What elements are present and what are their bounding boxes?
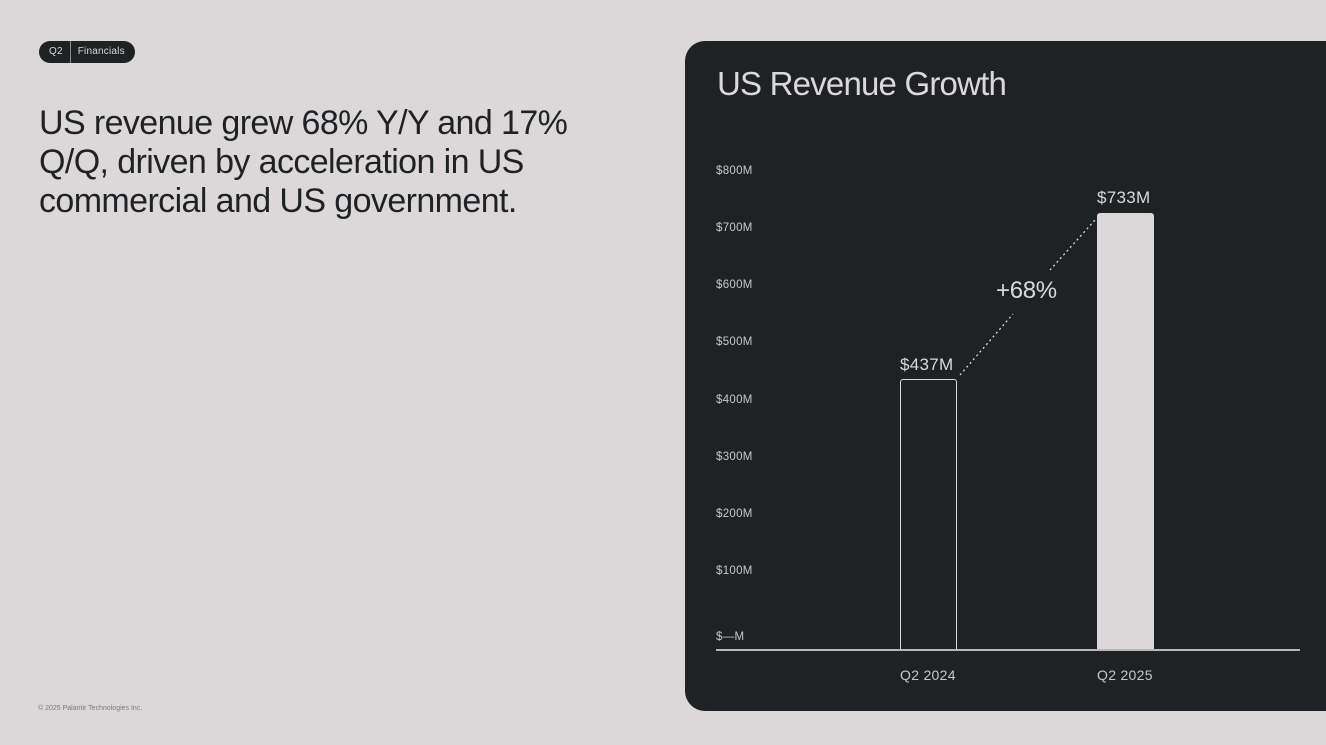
copyright-footer: © 2025 Palantir Technologies Inc.: [38, 705, 143, 712]
headline: US revenue grew 68% Y/Y and 17% Q/Q, dri…: [39, 104, 568, 220]
y-tick-0: $—M: [716, 631, 745, 643]
y-tick-700: $700M: [716, 222, 753, 234]
x-label-q2-2025: Q2 2025: [1097, 667, 1153, 683]
y-tick-300: $300M: [716, 451, 753, 463]
y-tick-500: $500M: [716, 336, 753, 348]
badge-section: Financials: [77, 46, 125, 57]
value-label-q2-2025: $733M: [1097, 188, 1151, 207]
bar-q2-2024: [900, 379, 957, 650]
growth-connector-line: [959, 219, 1096, 376]
badge-quarter: Q2: [39, 41, 71, 63]
value-label-q2-2024: $437M: [900, 355, 954, 374]
chart-panel: US Revenue Growth $800M $700M $600M $500…: [685, 41, 1326, 711]
y-tick-600: $600M: [716, 279, 753, 291]
chart-title: US Revenue Growth: [717, 65, 1007, 102]
x-axis-line: [716, 649, 1300, 651]
y-tick-200: $200M: [716, 508, 753, 520]
x-label-q2-2024: Q2 2024: [900, 667, 956, 683]
growth-annotation: +68%: [996, 277, 1057, 304]
bar-q2-2025: [1097, 213, 1154, 650]
y-tick-400: $400M: [716, 394, 753, 406]
section-badge: Q2 Financials: [39, 41, 135, 63]
y-tick-800: $800M: [716, 165, 753, 177]
y-tick-100: $100M: [716, 565, 753, 577]
